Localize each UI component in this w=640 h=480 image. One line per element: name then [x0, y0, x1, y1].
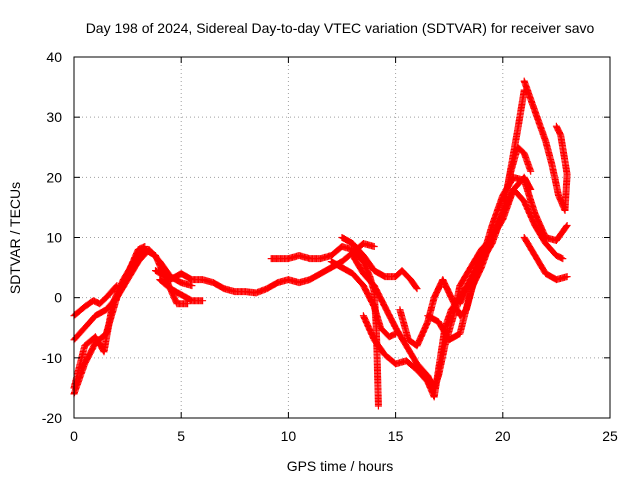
series-arc-6	[156, 276, 207, 305]
series-arc-16	[520, 234, 571, 284]
x-tick-label: 5	[177, 428, 185, 444]
x-tick-label: 15	[388, 428, 404, 444]
data-point-markers	[520, 234, 571, 284]
series-arc-14	[456, 185, 567, 308]
chart-title: Day 198 of 2024, Sidereal Day-to-day VTE…	[86, 20, 595, 36]
data-point-markers	[520, 77, 571, 214]
y-axis-label: SDTVAR / TECUs	[7, 182, 23, 294]
data-point-markers	[327, 258, 400, 341]
series-arc-5	[152, 240, 378, 297]
tick-labels: 0 5 10 15 20 25 -20 -10 0 10 20 30 40	[42, 49, 618, 444]
series-arc-15	[520, 77, 571, 214]
x-tick-label: 25	[602, 428, 618, 444]
y-tick-label: 0	[54, 290, 62, 306]
data-points	[70, 77, 571, 410]
series-arc-8	[327, 258, 400, 341]
axis-ticks	[73, 56, 611, 419]
data-point-markers	[156, 276, 207, 305]
x-tick-label: 0	[70, 428, 78, 444]
data-point-markers	[338, 234, 421, 293]
x-tick-label: 10	[281, 428, 297, 444]
series-arc-13	[424, 86, 528, 344]
y-tick-label: 30	[46, 109, 62, 125]
y-tick-label: 10	[46, 230, 62, 246]
y-tick-label: 40	[46, 49, 62, 65]
data-point-markers	[456, 185, 567, 308]
series-arc-4	[70, 246, 192, 392]
y-tick-label: 20	[46, 169, 62, 185]
x-axis-label: GPS time / hours	[287, 458, 394, 474]
x-tick-label: 20	[495, 428, 511, 444]
y-tick-label: -10	[42, 350, 62, 366]
data-point-markers	[152, 240, 378, 297]
y-tick-label: -20	[42, 410, 62, 426]
data-point-markers	[70, 246, 192, 392]
data-point-markers	[424, 86, 528, 344]
series-arc-9	[338, 234, 421, 293]
